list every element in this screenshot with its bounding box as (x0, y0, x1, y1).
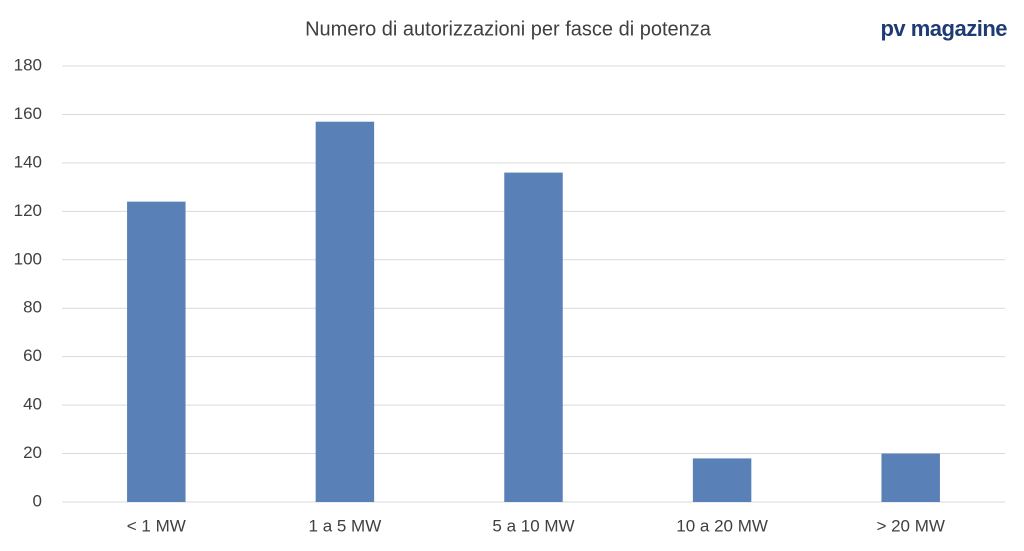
y-tick-label: 100 (14, 249, 42, 268)
y-tick-label: 160 (14, 104, 42, 123)
bar (504, 172, 563, 503)
bar (881, 453, 940, 502)
bar (692, 458, 752, 502)
y-tick-label: 60 (23, 346, 42, 365)
y-tick-label: 180 (14, 55, 42, 74)
brand-logo: pv magazine (880, 16, 1007, 41)
y-tick-label: 80 (23, 298, 42, 317)
x-tick-label: < 1 MW (127, 516, 186, 535)
x-tick-label: 5 a 10 MW (492, 516, 574, 535)
y-tick-label: 140 (14, 152, 42, 171)
x-tick-label: 10 a 20 MW (676, 516, 768, 535)
x-tick-label: 1 a 5 MW (309, 516, 382, 535)
y-tick-label: 120 (14, 201, 42, 220)
y-tick-label: 40 (23, 395, 42, 414)
y-tick-label: 0 (33, 491, 42, 510)
y-tick-label: 20 (23, 443, 42, 462)
bar (127, 201, 186, 502)
chart-title: Numero di autorizzazioni per fasce di po… (305, 18, 712, 40)
x-tick-label: > 20 MW (876, 516, 945, 535)
bar (315, 121, 375, 502)
